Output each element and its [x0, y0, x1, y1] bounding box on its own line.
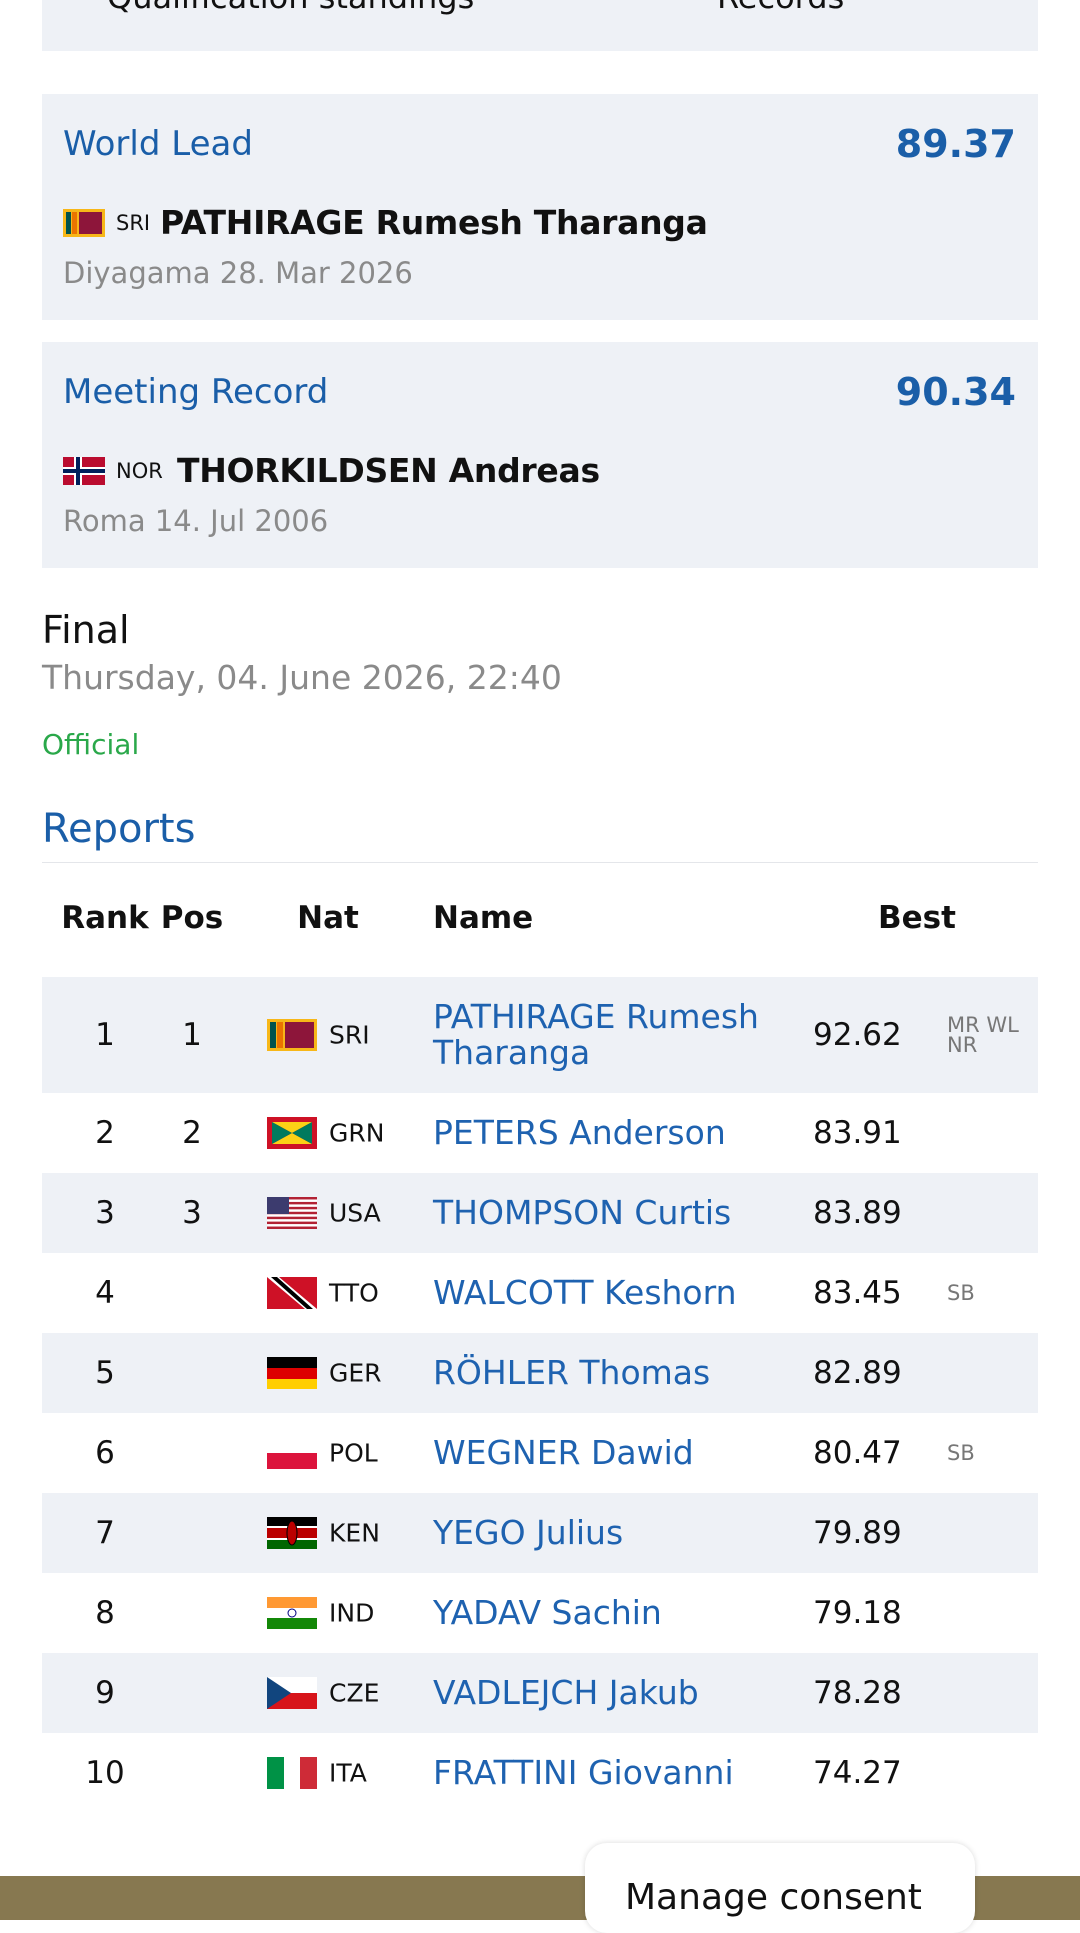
column-header: Nat	[297, 900, 359, 936]
column-header: Pos	[160, 900, 224, 936]
athlete-name[interactable]: PETERS Anderson	[433, 1113, 726, 1152]
country-code: NOR	[116, 459, 163, 483]
mark-notes: MR WL NR	[947, 1013, 1019, 1057]
flag	[267, 1757, 317, 1789]
card-label: World Lead	[63, 124, 253, 164]
best-mark: 83.45	[813, 1275, 902, 1311]
divider	[42, 862, 1038, 863]
athlete-name[interactable]: WEGNER Dawid	[433, 1433, 694, 1472]
flag	[267, 1517, 317, 1549]
column-header: Best	[878, 900, 956, 936]
venue-date: Roma 14. Jul 2006	[63, 504, 329, 538]
pos: 3	[182, 1195, 202, 1231]
flag	[267, 1019, 317, 1051]
mark-notes: SB	[947, 1281, 975, 1305]
event-datetime: Thursday, 04. June 2026, 22:40	[42, 658, 562, 697]
world-lead-card: World Lead 89.37 SRI PATHIRAGE Rumesh Th…	[42, 94, 1038, 320]
rank: 4	[95, 1275, 115, 1311]
card-mark: 90.34	[895, 370, 1016, 414]
rank: 2	[95, 1115, 115, 1151]
best-mark: 80.47	[813, 1435, 902, 1471]
rank: 10	[85, 1755, 125, 1791]
result-row: 4 TTO WALCOTT Keshorn 83.45 SB	[42, 1253, 1038, 1333]
flag	[267, 1117, 317, 1149]
tab[interactable]: Qualification standings	[107, 0, 474, 16]
flag	[267, 1677, 317, 1709]
rank: 5	[95, 1355, 115, 1391]
pos: 1	[182, 1017, 202, 1053]
result-row: 1 1 SRI PATHIRAGE Rumesh Tharanga 92.62 MR WL…	[42, 977, 1038, 1093]
athlete-name[interactable]: RÖHLER Thomas	[433, 1353, 711, 1392]
column-header: Rank	[61, 900, 149, 936]
athlete-name[interactable]: YADAV Sachin	[433, 1593, 662, 1632]
status: Official	[42, 728, 140, 761]
flag	[267, 1357, 317, 1389]
nat-code: TTO	[329, 1278, 379, 1308]
best-mark: 92.62	[813, 1017, 902, 1053]
reports-link[interactable]: Reports	[42, 806, 196, 852]
nat-code: IND	[329, 1598, 375, 1628]
athlete-name[interactable]: THOMPSON Curtis	[433, 1193, 732, 1232]
result-row: 10 ITA FRATTINI Giovanni 74.27	[42, 1733, 1038, 1813]
flag	[267, 1277, 317, 1309]
athlete-name[interactable]: YEGO Julius	[433, 1513, 624, 1552]
nat-code: GRN	[329, 1118, 385, 1148]
athlete-name: PATHIRAGE Rumesh Tharanga	[160, 203, 708, 242]
flag	[267, 1197, 317, 1229]
best-mark: 83.89	[813, 1195, 902, 1231]
round-title: Final	[42, 608, 130, 652]
mark-notes: SB	[947, 1441, 975, 1465]
athlete-name: THORKILDSEN Andreas	[177, 451, 600, 490]
result-row: 5 GER RÖHLER Thomas 82.89	[42, 1333, 1038, 1413]
card-mark: 89.37	[895, 122, 1016, 166]
result-row: 8 IND YADAV Sachin 79.18	[42, 1573, 1038, 1653]
best-mark: 78.28	[813, 1675, 902, 1711]
best-mark: 79.18	[813, 1595, 902, 1631]
nat-code: SRI	[329, 1020, 370, 1050]
consent-button[interactable]: Manage consent	[585, 1843, 975, 1933]
card-label: Meeting Record	[63, 372, 329, 412]
consent-label[interactable]: Manage consent	[625, 1877, 922, 1918]
best-mark: 74.27	[813, 1755, 902, 1791]
athlete-name[interactable]: PATHIRAGE Rumesh Tharanga	[433, 997, 759, 1072]
result-row: 7 KEN YEGO Julius 79.89	[42, 1493, 1038, 1573]
tab[interactable]: Records	[717, 0, 844, 16]
rank: 6	[95, 1435, 115, 1471]
best-mark: 83.91	[813, 1115, 902, 1151]
result-row: 3 3 USA THOMPSON Curtis 83.89	[42, 1173, 1038, 1253]
flag	[267, 1437, 317, 1469]
venue-date: Diyagama 28. Mar 2026	[63, 256, 413, 290]
rank: 1	[95, 1017, 115, 1053]
meeting-record-card: Meeting Record 90.34 NOR THORKILDSEN And…	[42, 342, 1038, 568]
column-header: Name	[433, 900, 534, 936]
nat-code: KEN	[329, 1518, 380, 1548]
athlete-name[interactable]: VADLEJCH Jakub	[433, 1673, 699, 1712]
best-mark: 79.89	[813, 1515, 902, 1551]
nat-code: GER	[329, 1358, 382, 1388]
result-row: 2 2 GRN PETERS Anderson 83.91	[42, 1093, 1038, 1173]
flag	[63, 457, 105, 485]
tabs: Qualification standings Records	[42, 0, 1038, 51]
best-mark: 82.89	[813, 1355, 902, 1391]
flag	[267, 1597, 317, 1629]
rank: 3	[95, 1195, 115, 1231]
athlete-name[interactable]: WALCOTT Keshorn	[433, 1273, 737, 1312]
pos: 2	[182, 1115, 202, 1151]
nat-code: USA	[329, 1198, 381, 1228]
flag	[63, 209, 105, 237]
rank: 7	[95, 1515, 115, 1551]
country-code: SRI	[116, 211, 151, 235]
athlete-name[interactable]: FRATTINI Giovanni	[433, 1753, 734, 1792]
rank: 8	[95, 1595, 115, 1631]
nat-code: ITA	[329, 1758, 367, 1788]
result-row: 9 CZE VADLEJCH Jakub 78.28	[42, 1653, 1038, 1733]
nat-code: CZE	[329, 1678, 380, 1708]
result-row: 6 POL WEGNER Dawid 80.47 SB	[42, 1413, 1038, 1493]
nat-code: POL	[329, 1438, 378, 1468]
rank: 9	[95, 1675, 115, 1711]
